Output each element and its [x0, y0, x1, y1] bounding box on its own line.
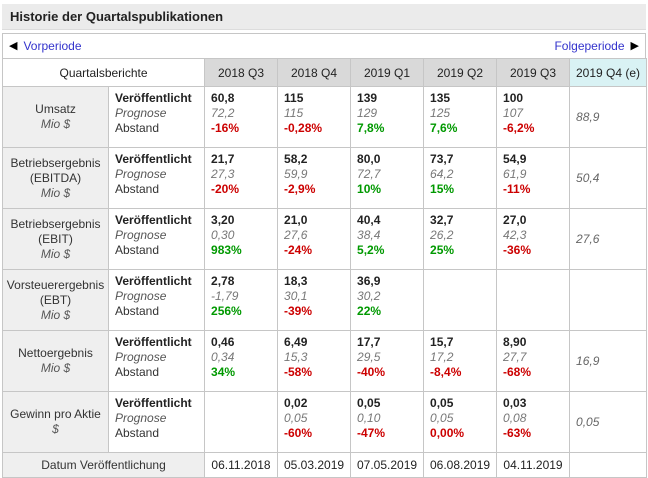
quarter-values: 135 125 7,6%	[423, 86, 498, 148]
quarter-header: 2018 Q4	[277, 58, 352, 87]
publication-date: 07.05.2019	[350, 452, 425, 478]
row-label: Betriebsergebnis (EBITDA) Mio $	[2, 147, 109, 209]
quarter-header-estimate: 2019 Q4 (e)	[569, 58, 648, 87]
quarter-values: 0,03 0,08 -63%	[496, 391, 571, 453]
quarter-values: 2,78 -1,79 256%	[204, 269, 279, 331]
table-row-nettoergebnis: Nettoergebnis Mio $ Veröffentlicht Progn…	[2, 330, 648, 392]
publication-date: 06.08.2019	[423, 452, 498, 478]
quarter-values: 60,8 72,2 -16%	[204, 86, 279, 148]
quarter-values: 54,9 61,9 -11%	[496, 147, 571, 209]
metric-labels: Veröffentlicht Prognose Abstand	[107, 147, 206, 209]
quarter-values-empty	[204, 391, 279, 453]
quarter-values: 32,7 26,2 25%	[423, 208, 498, 270]
publication-dates-row: Datum Veröffentlichung 06.11.2018 05.03.…	[1, 452, 648, 478]
quarter-values: 139 129 7,8%	[350, 86, 425, 148]
table-row-ebt: Vorsteuerergebnis (EBT) Mio $ Veröffentl…	[2, 269, 648, 331]
estimate-value	[569, 269, 648, 331]
row-label: Vorsteuerergebnis (EBT) Mio $	[2, 269, 109, 331]
quarter-values: 15,7 17,2 -8,4%	[423, 330, 498, 392]
quarterly-publications-panel: Historie der Quartalspublikationen ◀ Vor…	[1, 4, 648, 478]
quarter-header: 2018 Q3	[204, 58, 279, 87]
quarter-values: 0,05 0,05 0,00%	[423, 391, 498, 453]
quarter-values: 21,0 27,6 -24%	[277, 208, 352, 270]
table-row-eps: Gewinn pro Aktie $ Veröffentlicht Progno…	[2, 391, 648, 453]
table-row-ebitda: Betriebsergebnis (EBITDA) Mio $ Veröffen…	[2, 147, 648, 209]
metric-labels: Veröffentlicht Prognose Abstand	[107, 391, 206, 453]
estimate-value: 16,9	[569, 330, 648, 392]
next-period-link[interactable]: Folgeperiode ▶	[554, 39, 639, 53]
metric-labels: Veröffentlicht Prognose Abstand	[107, 208, 206, 270]
quarter-values: 21,7 27,3 -20%	[204, 147, 279, 209]
corner-header: Quartalsberichte	[1, 58, 206, 87]
estimate-value: 27,6	[569, 208, 648, 270]
estimate-value: 0,05	[569, 391, 648, 453]
row-label: Nettoergebnis Mio $	[2, 330, 109, 392]
quarter-values: 115 115 -0,28%	[277, 86, 352, 148]
quarter-values: 17,7 29,5 -40%	[350, 330, 425, 392]
publication-date: 05.03.2019	[277, 452, 352, 478]
estimate-value: 88,9	[569, 86, 648, 148]
quarter-values: 0,02 0,05 -60%	[277, 391, 352, 453]
metric-labels: Veröffentlicht Prognose Abstand	[107, 269, 206, 331]
table-row-ebit: Betriebsergebnis (EBIT) Mio $ Veröffentl…	[2, 208, 648, 270]
quarter-values-empty	[423, 269, 498, 331]
quarterly-reports-table: Quartalsberichte 2018 Q3 2018 Q4 2019 Q1…	[1, 58, 648, 478]
quarter-values: 100 107 -6,2%	[496, 86, 571, 148]
quarter-values: 27,0 42,3 -36%	[496, 208, 571, 270]
next-period-label: Folgeperiode	[554, 39, 625, 53]
quarter-values-empty	[496, 269, 571, 331]
quarter-values: 0,46 0,34 34%	[204, 330, 279, 392]
page-title: Historie der Quartalspublikationen	[2, 4, 646, 30]
row-label: Betriebsergebnis (EBIT) Mio $	[2, 208, 109, 270]
estimate-value: 50,4	[569, 147, 648, 209]
quarter-values: 18,3 30,1 -39%	[277, 269, 352, 331]
publication-date: 06.11.2018	[204, 452, 279, 478]
row-label: Umsatz Mio $	[2, 86, 109, 148]
publication-date-empty	[569, 452, 648, 478]
quarter-values: 40,4 38,4 5,2%	[350, 208, 425, 270]
period-nav: ◀ Vorperiode Folgeperiode ▶	[2, 33, 646, 59]
quarter-header: 2019 Q1	[350, 58, 425, 87]
table-header-row: Quartalsberichte 2018 Q3 2018 Q4 2019 Q1…	[1, 58, 648, 87]
quarter-values: 73,7 64,2 15%	[423, 147, 498, 209]
prev-period-link[interactable]: ◀ Vorperiode	[9, 39, 82, 53]
publication-date: 04.11.2019	[496, 452, 571, 478]
footer-label: Datum Veröffentlichung	[1, 452, 206, 478]
quarter-header: 2019 Q2	[423, 58, 498, 87]
metric-labels: Veröffentlicht Prognose Abstand	[107, 330, 206, 392]
quarter-values: 3,20 0,30 983%	[204, 208, 279, 270]
arrow-right-icon: ▶	[630, 39, 639, 52]
metric-labels: Veröffentlicht Prognose Abstand	[107, 86, 206, 148]
quarter-values: 36,9 30,2 22%	[350, 269, 425, 331]
row-label: Gewinn pro Aktie $	[2, 391, 109, 453]
quarter-values: 80,0 72,7 10%	[350, 147, 425, 209]
quarter-values: 0,05 0,10 -47%	[350, 391, 425, 453]
quarter-values: 58,2 59,9 -2,9%	[277, 147, 352, 209]
table-row-umsatz: Umsatz Mio $ Veröffentlicht Prognose Abs…	[2, 86, 648, 148]
quarter-values: 8,90 27,7 -68%	[496, 330, 571, 392]
quarter-header: 2019 Q3	[496, 58, 571, 87]
arrow-left-icon: ◀	[9, 39, 18, 52]
quarter-values: 6,49 15,3 -58%	[277, 330, 352, 392]
prev-period-label: Vorperiode	[23, 39, 82, 53]
